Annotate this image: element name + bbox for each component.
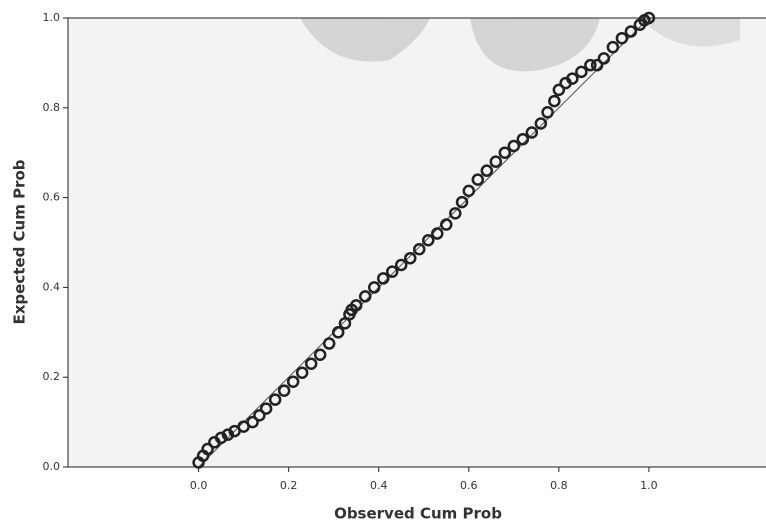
point (480, 164, 494, 177)
point (259, 402, 273, 415)
point (367, 281, 381, 294)
x-tick-label: 0.4 (370, 479, 388, 492)
point (498, 146, 512, 159)
y-tick-label: 0.8 (43, 101, 61, 114)
y-tick-label: 0.0 (43, 460, 61, 473)
point (462, 184, 476, 198)
point (385, 265, 399, 278)
y-tick-label: 0.2 (43, 370, 61, 383)
point (534, 117, 548, 130)
point (253, 409, 266, 422)
point (575, 65, 588, 79)
y-tick-label: 1.0 (43, 11, 61, 24)
point (548, 94, 561, 108)
point (440, 218, 453, 231)
point (295, 366, 309, 379)
point (304, 357, 318, 370)
point (268, 393, 282, 406)
point (349, 299, 363, 312)
point (431, 227, 444, 240)
point (246, 415, 259, 429)
point (358, 290, 372, 303)
point (525, 126, 539, 139)
x-tick-label: 0.6 (460, 479, 478, 492)
point (214, 431, 228, 445)
y-tick-label: 0.4 (43, 280, 61, 293)
x-tick-label: 0.8 (550, 479, 568, 492)
x-axis-title: Observed Cum Prob (334, 505, 502, 523)
point (286, 375, 300, 388)
point (507, 139, 521, 153)
point (624, 25, 638, 38)
x-tick-label: 0.2 (280, 479, 298, 492)
point (590, 58, 604, 72)
point (471, 173, 485, 186)
y-tick-label: 0.6 (43, 191, 61, 204)
point (606, 40, 620, 54)
point (455, 195, 469, 209)
point (403, 251, 417, 265)
point (201, 442, 214, 456)
point (313, 348, 327, 361)
point (642, 11, 656, 25)
point (552, 83, 566, 97)
point (584, 58, 597, 72)
point (516, 132, 530, 146)
x-tick-label: 1.0 (640, 479, 658, 492)
point (277, 384, 291, 397)
point (449, 207, 462, 220)
point (541, 106, 554, 119)
point (615, 31, 629, 45)
point (331, 326, 345, 339)
watermark (300, 18, 740, 72)
point (394, 258, 408, 272)
point (322, 337, 336, 350)
y-axis-title: Expected Cum Prob (11, 159, 29, 324)
point (566, 72, 579, 85)
point (413, 242, 426, 256)
x-tick-label: 0.0 (190, 479, 208, 492)
point (489, 155, 503, 168)
plot-area (68, 18, 766, 467)
point (376, 272, 390, 285)
point (597, 52, 611, 65)
point (422, 234, 435, 247)
